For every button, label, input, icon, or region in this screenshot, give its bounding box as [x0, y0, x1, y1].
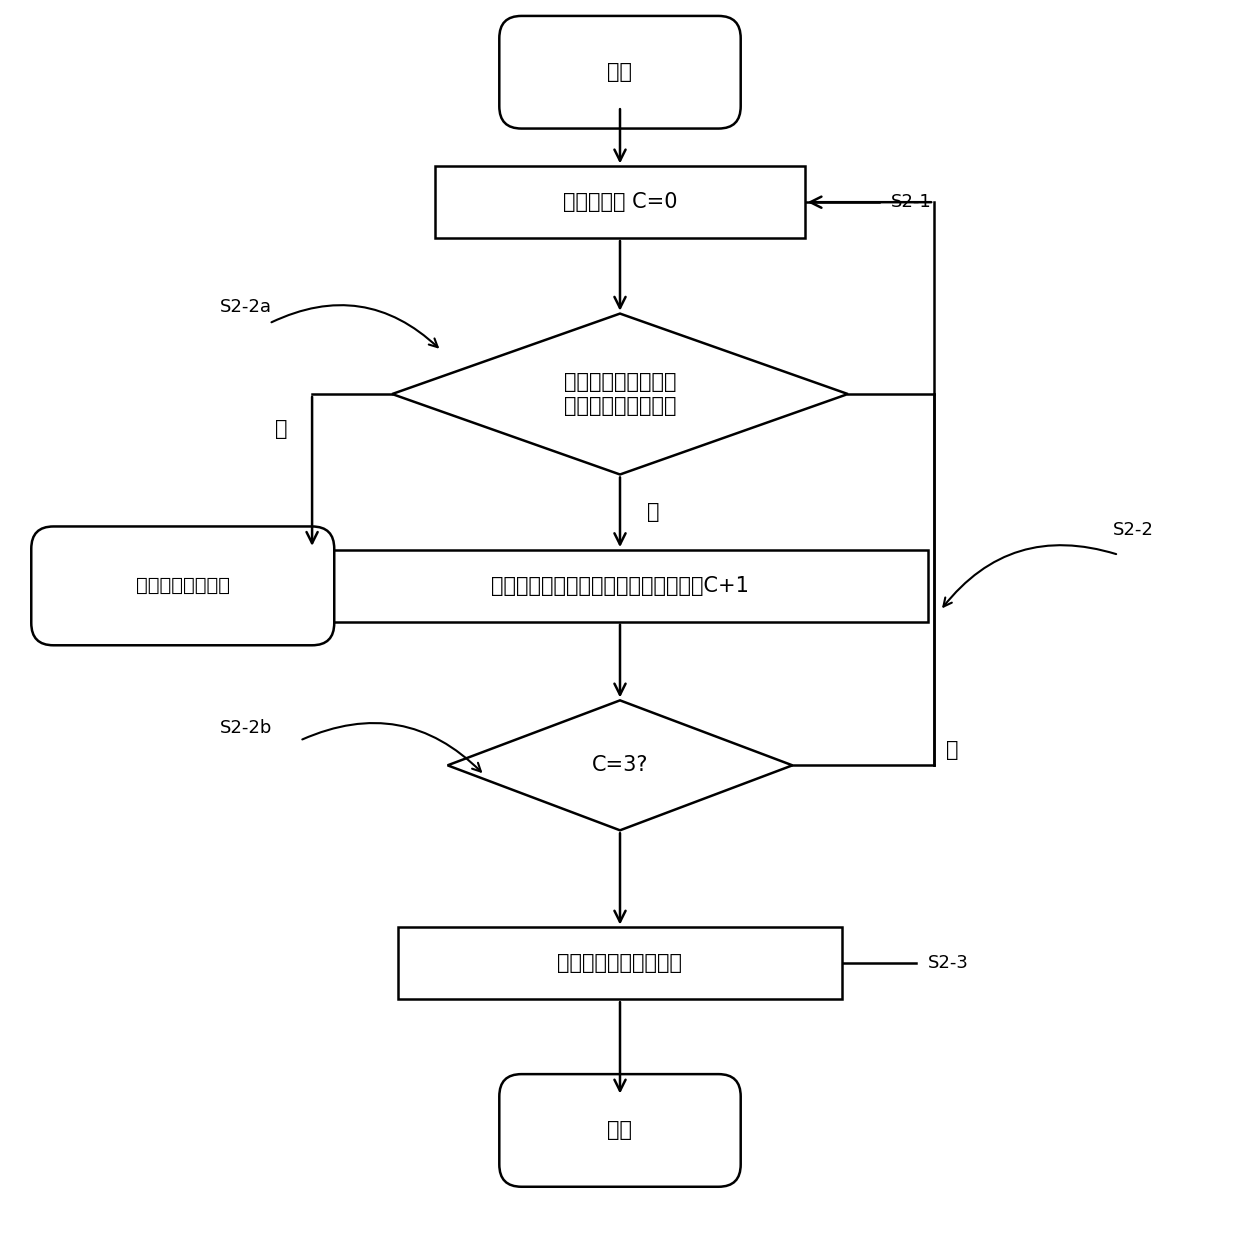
Text: 交互初始値 C=0: 交互初始値 C=0	[563, 192, 677, 212]
Bar	[435, 166, 805, 238]
Polygon shape	[448, 700, 792, 830]
Text: C=3?: C=3?	[591, 755, 649, 775]
Text: S2-2b: S2-2b	[219, 719, 272, 738]
Text: 开始: 开始	[608, 62, 632, 82]
Text: S2-2a: S2-2a	[219, 298, 272, 316]
Text: 继续播放内容，加入用户喜爱资源库，C+1: 继续播放内容，加入用户喜爱资源库，C+1	[491, 576, 749, 596]
Text: 加入辅助数据辅助判决: 加入辅助数据辅助判决	[558, 953, 682, 973]
Text: 否: 否	[275, 419, 288, 439]
Bar	[312, 549, 928, 622]
Text: 结束: 结束	[608, 1120, 632, 1140]
Bar	[398, 927, 842, 999]
FancyBboxPatch shape	[31, 527, 335, 645]
Text: 是: 是	[647, 502, 660, 522]
Text: S2-3: S2-3	[928, 954, 968, 972]
Text: 从资源库切换内容: 从资源库切换内容	[135, 577, 229, 596]
Text: 弹出对话框，询问用: 弹出对话框，询问用	[564, 373, 676, 392]
Polygon shape	[392, 314, 848, 475]
Text: S2-1: S2-1	[892, 193, 931, 211]
Text: S2-2: S2-2	[1112, 521, 1153, 540]
Text: 否: 否	[946, 740, 959, 760]
Text: 户是否喜爱该内容？: 户是否喜爱该内容？	[564, 396, 676, 416]
FancyBboxPatch shape	[500, 16, 740, 128]
FancyBboxPatch shape	[500, 1074, 740, 1186]
